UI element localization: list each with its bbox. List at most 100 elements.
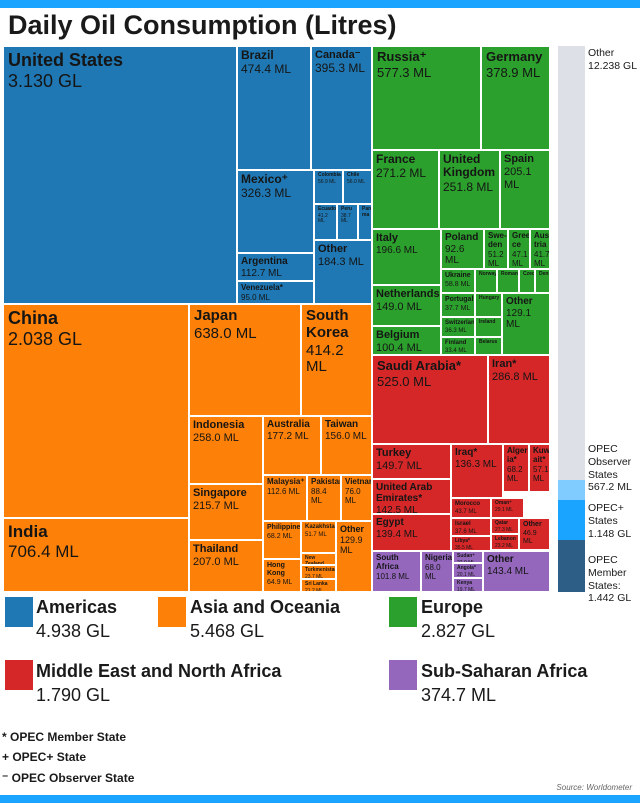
treemap-cell-americas-united-states-0: United States 3.130 GL <box>3 46 237 304</box>
treemap-cell-asia-and-oceania-hong-kong-51: Hong Kong 64.9 ML <box>263 559 301 592</box>
treemap-cell-value: 33.4 ML <box>445 347 467 354</box>
treemap-cell-value: 22.9 ML <box>457 559 476 563</box>
treemap-cell-value: 35.5 ML <box>455 544 474 551</box>
treemap-cell-name: Hong Kong <box>267 562 285 577</box>
treemap-cell-value: 184.3 ML <box>318 256 364 269</box>
treemap-cell-value: 76.0 ML <box>345 486 361 505</box>
treemap-cell-name: Sudan⁺ <box>457 553 475 559</box>
treemap-cell-name: France <box>376 152 416 166</box>
treemap-cell-name: Sri Lanka <box>305 581 328 587</box>
treemap-cell-name: Oman⁺ <box>495 500 512 506</box>
opec-label-other: Other 12.238 GL <box>588 47 637 73</box>
opec-label-member: OPEC Member States: 1.442 GL <box>588 554 638 605</box>
treemap-cell-asia-and-oceania-pakistan-44: Pakistan 88.4 ML <box>307 475 341 521</box>
treemap-cell-value: 207.0 ML <box>193 556 239 569</box>
treemap-cell-europe-swe-den-19: Swe-den 51.2 ML <box>484 229 508 269</box>
treemap-cell-americas-colombia-4: Colombia 56.9 ML <box>314 170 343 204</box>
treemap-cell-europe-spain-16: Spain 205.1 ML <box>500 150 550 229</box>
treemap-cell-value: 2.038 GL <box>8 329 83 350</box>
treemap-cell-name: Other <box>340 524 365 534</box>
treemap-cell-name: Egypt <box>376 517 404 528</box>
treemap-cell-name: Pana-ma <box>362 206 372 218</box>
treemap-cell-name: Norway <box>479 271 497 277</box>
treemap-cell-name: Peru <box>341 206 353 212</box>
legend-name-sub-saharan: Sub-Saharan Africa <box>421 661 588 681</box>
legend-value-americas: 4.938 GL <box>36 621 111 641</box>
opec-label-member-value: 1.442 GL <box>588 592 632 605</box>
treemap-cell-europe-poland-18: Poland 92.6 ML <box>441 229 484 269</box>
treemap-cell-value: 136.3 ML <box>455 459 497 471</box>
treemap-cell-middle-east-and-north-africa-israel-65: Israel 37.6 ML <box>451 518 491 536</box>
treemap-cell-value: 95.0 ML <box>241 292 270 302</box>
treemap-cell-value: 156.0 ML <box>325 431 367 443</box>
treemap-cell-value: 41.2 ML <box>318 212 328 225</box>
treemap-cell-name: Aus-tria <box>534 231 550 249</box>
opec-label-plus: OPEC+ States 1.148 GL <box>588 502 638 540</box>
treemap-cell-asia-and-oceania-thailand-50: Thailand 207.0 ML <box>189 540 263 592</box>
treemap-cell-asia-and-oceania-philippines-46: Philippines 68.2 ML <box>263 521 301 559</box>
treemap-cell-name: Netherlands <box>376 288 440 300</box>
treemap-cell-name: Russia⁺ <box>377 49 427 64</box>
treemap-cell-name: Israel <box>455 521 471 527</box>
treemap-cell-name: United Arab Emirates* <box>376 482 433 505</box>
treemap-cell-americas-peru-7: Peru 38.7 ML <box>337 204 358 240</box>
treemap-cell-value: 414.2 ML <box>306 341 344 376</box>
treemap-cell-value: 215.7 ML <box>193 500 239 513</box>
opec-label-other-value: 12.238 GL <box>588 59 638 72</box>
note-opec-observer: ⁻ OPEC Observer State <box>2 771 135 785</box>
treemap-cell-value: 577.3 ML <box>377 64 432 80</box>
legend-value-europe: 2.827 GL <box>421 621 496 641</box>
treemap-cell-middle-east-and-north-africa-qatar-66: Qatar 27.3 ML <box>491 518 519 534</box>
treemap-cell-value: 205.1 ML <box>504 166 532 191</box>
treemap-cell-europe-russia-12: Russia⁺ 577.3 ML <box>372 46 481 150</box>
treemap-cell-value: 149.0 ML <box>376 301 422 314</box>
treemap-cell-middle-east-and-north-africa-morocco-62: Morocco 43.7 ML <box>451 498 491 518</box>
treemap-cell-name: Kazakhstan⁺ <box>305 524 335 530</box>
treemap-cell-value: 56.9 ML <box>318 178 337 185</box>
treemap-cell-name: Indonesia <box>193 419 245 431</box>
treemap-cell-value: 378.9 ML <box>486 64 541 80</box>
treemap-cell-name: Kuw-ait* <box>533 446 550 464</box>
treemap-cell-value: 149.7 ML <box>376 460 422 473</box>
treemap-cell-middle-east-and-north-africa-lebanon-69: Lebanon 23.2 ML <box>491 534 519 550</box>
opec-bar-member <box>558 540 585 592</box>
treemap-cell-name: Malaysia⁺ <box>267 477 305 486</box>
treemap-cell-europe-belgium-33: Belgium 100.4 ML <box>372 326 441 355</box>
treemap-cell-europe-united-kingdom-15: United Kingdom 251.8 ML <box>439 150 500 229</box>
treemap-cell-value: 251.8 ML <box>443 179 494 194</box>
treemap-cell-value: 177.2 ML <box>267 431 309 443</box>
treemap-cell-value: 36.3 ML <box>445 327 467 334</box>
treemap-cell-value: 29.1 ML <box>495 506 514 513</box>
treemap-cell-name: Czech <box>523 271 535 277</box>
treemap-cell-name: Australia <box>267 419 310 430</box>
treemap-cell-value: 129.1 ML <box>506 308 532 331</box>
treemap-cell-name: Italy <box>376 232 399 244</box>
treemap-cell-name: Pakistan <box>311 477 341 486</box>
opec-label-plus-value: 1.148 GL <box>588 527 632 540</box>
treemap-cell-value: 37.6 ML <box>455 528 477 535</box>
opec-bar-plus <box>558 500 585 540</box>
treemap-cell-asia-and-oceania-china-36: China 2.038 GL <box>3 304 189 518</box>
treemap-cell-name: Germany <box>486 49 543 64</box>
treemap-cell-value: 51.2 ML <box>488 249 504 268</box>
treemap-cell-value: 23.2 ML <box>495 542 514 549</box>
treemap-cell-asia-and-oceania-kazakhstan-47: Kazakhstan⁺51.7 ML <box>301 521 336 553</box>
treemap-cell-value: 142.5 ML <box>376 505 418 514</box>
treemap-cell-europe-ukraine-22: Ukraine 58.8 ML <box>441 269 475 293</box>
treemap-cell-asia-and-oceania-japan-37: Japan 638.0 ML <box>189 304 301 416</box>
treemap-cell-sub-saharan-africa-other-75: Other 143.4 ML <box>483 551 550 592</box>
treemap-cell-value: 21.2 ML <box>305 587 324 592</box>
treemap-cell-americas-brazil-1: Brazil 474.4 ML <box>237 46 311 170</box>
treemap-cell-asia-and-oceania-singapore-42: Singapore 215.7 ML <box>189 484 263 540</box>
treemap-cell-middle-east-and-north-africa-egypt-64: Egypt 139.4 ML <box>372 514 451 551</box>
treemap-cell-value: 27.3 ML <box>495 526 514 533</box>
treemap-cell-name: Iran* <box>492 358 517 370</box>
treemap-cell-name: United Kingdom <box>443 152 495 180</box>
legend-swatch-asia-oceania <box>158 597 186 627</box>
treemap-cell-value: 37.7 ML <box>445 304 471 312</box>
treemap-cell-value: 23.7 ML <box>305 573 324 579</box>
treemap-cell-value: 112.7 ML <box>241 268 282 280</box>
legend-swatch-sub-saharan <box>389 660 417 690</box>
